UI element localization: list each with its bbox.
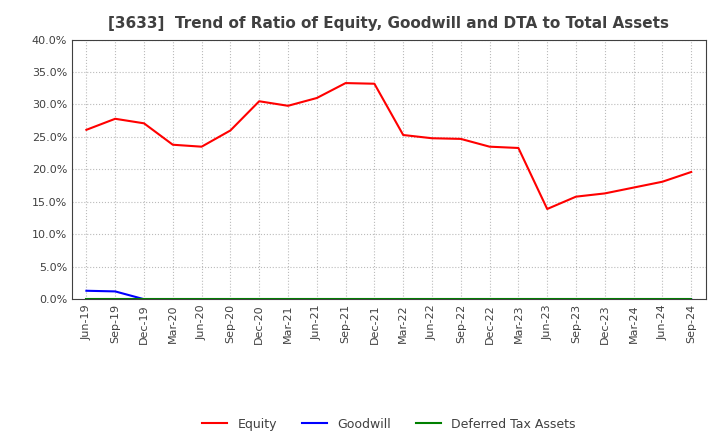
Equity (399, 132, 408, 138)
Deferred Tax Assets (600, 297, 609, 302)
Goodwill (197, 297, 206, 302)
Goodwill (658, 297, 667, 302)
Goodwill (140, 297, 148, 302)
Goodwill (629, 297, 638, 302)
Equity (111, 116, 120, 121)
Deferred Tax Assets (197, 297, 206, 302)
Deferred Tax Assets (140, 297, 148, 302)
Goodwill (168, 297, 177, 302)
Title: [3633]  Trend of Ratio of Equity, Goodwill and DTA to Total Assets: [3633] Trend of Ratio of Equity, Goodwil… (108, 16, 670, 32)
Equity (312, 95, 321, 101)
Goodwill (284, 297, 292, 302)
Equity (629, 185, 638, 190)
Deferred Tax Assets (485, 297, 494, 302)
Equity (140, 121, 148, 126)
Equity (255, 99, 264, 104)
Deferred Tax Assets (514, 297, 523, 302)
Equity (197, 144, 206, 149)
Goodwill (600, 297, 609, 302)
Goodwill (687, 297, 696, 302)
Equity (543, 206, 552, 212)
Goodwill (82, 288, 91, 293)
Goodwill (312, 297, 321, 302)
Equity (82, 127, 91, 132)
Equity (572, 194, 580, 199)
Equity (370, 81, 379, 86)
Goodwill (255, 297, 264, 302)
Deferred Tax Assets (399, 297, 408, 302)
Equity (226, 128, 235, 133)
Deferred Tax Assets (226, 297, 235, 302)
Deferred Tax Assets (284, 297, 292, 302)
Goodwill (543, 297, 552, 302)
Goodwill (572, 297, 580, 302)
Goodwill (370, 297, 379, 302)
Line: Equity: Equity (86, 83, 691, 209)
Deferred Tax Assets (168, 297, 177, 302)
Goodwill (456, 297, 465, 302)
Deferred Tax Assets (687, 297, 696, 302)
Goodwill (111, 289, 120, 294)
Goodwill (226, 297, 235, 302)
Equity (485, 144, 494, 149)
Deferred Tax Assets (658, 297, 667, 302)
Deferred Tax Assets (428, 297, 436, 302)
Equity (600, 191, 609, 196)
Goodwill (341, 297, 350, 302)
Line: Goodwill: Goodwill (86, 291, 691, 299)
Goodwill (485, 297, 494, 302)
Deferred Tax Assets (82, 297, 91, 302)
Legend: Equity, Goodwill, Deferred Tax Assets: Equity, Goodwill, Deferred Tax Assets (197, 413, 580, 436)
Equity (428, 136, 436, 141)
Deferred Tax Assets (255, 297, 264, 302)
Equity (284, 103, 292, 108)
Deferred Tax Assets (312, 297, 321, 302)
Equity (168, 142, 177, 147)
Deferred Tax Assets (543, 297, 552, 302)
Equity (456, 136, 465, 142)
Deferred Tax Assets (341, 297, 350, 302)
Equity (687, 169, 696, 175)
Deferred Tax Assets (572, 297, 580, 302)
Deferred Tax Assets (456, 297, 465, 302)
Deferred Tax Assets (111, 297, 120, 302)
Goodwill (399, 297, 408, 302)
Deferred Tax Assets (629, 297, 638, 302)
Equity (514, 145, 523, 150)
Equity (341, 81, 350, 86)
Goodwill (514, 297, 523, 302)
Deferred Tax Assets (370, 297, 379, 302)
Equity (658, 179, 667, 184)
Goodwill (428, 297, 436, 302)
